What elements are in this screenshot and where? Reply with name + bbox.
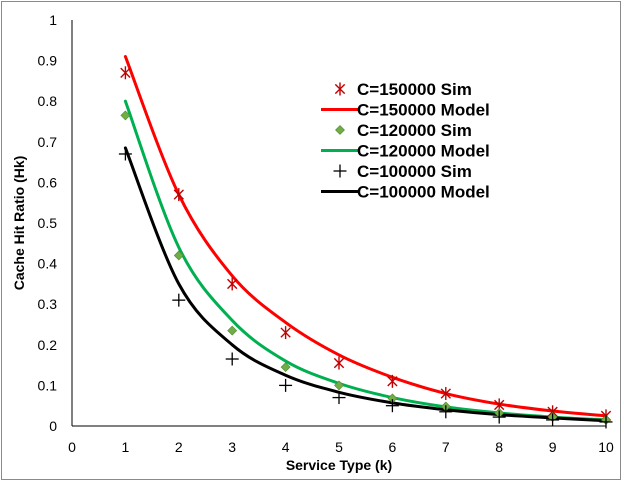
x-tick-label: 1 bbox=[122, 439, 130, 455]
series-line bbox=[123, 55, 608, 418]
data-point bbox=[173, 250, 184, 261]
data-point bbox=[120, 66, 131, 80]
data-point-shape bbox=[120, 110, 131, 121]
y-tick-label: 0.9 bbox=[38, 53, 58, 69]
legend-label: C=100000 Model bbox=[357, 183, 490, 202]
y-tick-label: 0.2 bbox=[38, 337, 58, 353]
x-tick-label: 5 bbox=[335, 439, 343, 455]
data-point bbox=[120, 110, 131, 121]
data-point bbox=[279, 378, 293, 392]
y-tick-label: 1 bbox=[49, 12, 57, 28]
legend-item: C=100000 Model bbox=[321, 183, 490, 202]
data-point bbox=[492, 410, 506, 424]
y-tick-labels: 0 0.1 0.2 0.3 0.4 0.5 0.6 0.7 0.8 0.9 1 bbox=[38, 12, 58, 434]
data-point bbox=[546, 413, 560, 427]
data-point-shape bbox=[280, 362, 291, 373]
series-line bbox=[123, 146, 608, 423]
legend-swatch-marker bbox=[334, 82, 346, 96]
y-tick-label: 0.4 bbox=[38, 256, 58, 272]
x-tick-labels: 0 1 2 3 4 5 6 7 8 9 10 bbox=[68, 439, 614, 455]
legend-label: C=150000 Model bbox=[357, 101, 490, 120]
legend-swatch-marker bbox=[333, 164, 347, 178]
data-point bbox=[599, 415, 613, 429]
legend-label: C=150000 Sim bbox=[357, 80, 472, 99]
legend-item: C=120000 Model bbox=[321, 142, 490, 161]
x-tick-label: 3 bbox=[228, 439, 236, 455]
x-tick-label: 2 bbox=[175, 439, 183, 455]
data-point bbox=[227, 325, 238, 336]
y-tick-label: 0.5 bbox=[38, 215, 58, 231]
data-point bbox=[172, 293, 186, 307]
y-tick-label: 0.3 bbox=[38, 296, 58, 312]
y-tick-label: 0.1 bbox=[38, 377, 58, 393]
x-tick-label: 10 bbox=[598, 439, 614, 455]
data-point bbox=[385, 399, 399, 413]
data-point bbox=[334, 380, 344, 391]
x-tick-label: 6 bbox=[389, 439, 397, 455]
y-tick-label: 0.7 bbox=[38, 134, 58, 150]
data-point bbox=[440, 387, 451, 401]
legend-item: C=150000 Sim bbox=[334, 80, 472, 99]
data-point-shape bbox=[334, 380, 344, 391]
legend-item: C=150000 Model bbox=[321, 101, 490, 120]
x-tick-label: 8 bbox=[495, 439, 503, 455]
series-markers bbox=[118, 66, 613, 429]
x-tick-label: 7 bbox=[442, 439, 450, 455]
data-point bbox=[332, 391, 346, 405]
legend-swatch-marker bbox=[335, 125, 345, 135]
legend-item: C=100000 Sim bbox=[333, 162, 472, 181]
legend-label: C=120000 Sim bbox=[357, 121, 472, 140]
x-tick-label: 9 bbox=[549, 439, 557, 455]
data-point bbox=[439, 405, 453, 419]
y-tick-label: 0.8 bbox=[38, 93, 58, 109]
data-point bbox=[227, 277, 238, 291]
x-axis-title: Service Type (k) bbox=[286, 457, 392, 473]
legend-label: C=100000 Sim bbox=[357, 162, 472, 181]
legend-label: C=120000 Model bbox=[357, 142, 490, 161]
data-point bbox=[173, 188, 184, 202]
legend-swatch-marker-shape bbox=[335, 125, 345, 135]
x-tick-label: 4 bbox=[282, 439, 290, 455]
y-axis-title: Cache Hit Ratio (Hk) bbox=[11, 156, 27, 291]
data-point bbox=[280, 326, 291, 340]
data-point-shape bbox=[173, 250, 184, 261]
data-point-shape bbox=[227, 325, 238, 336]
x-tick-label: 0 bbox=[68, 439, 76, 455]
data-point bbox=[225, 352, 239, 366]
y-tick-label: 0 bbox=[49, 418, 57, 434]
legend-item: C=120000 Sim bbox=[335, 121, 472, 140]
data-point bbox=[118, 147, 132, 161]
data-point bbox=[387, 374, 398, 388]
y-tick-label: 0.6 bbox=[38, 174, 58, 190]
data-point bbox=[280, 362, 291, 373]
axes bbox=[71, 20, 606, 427]
data-point bbox=[333, 356, 345, 370]
